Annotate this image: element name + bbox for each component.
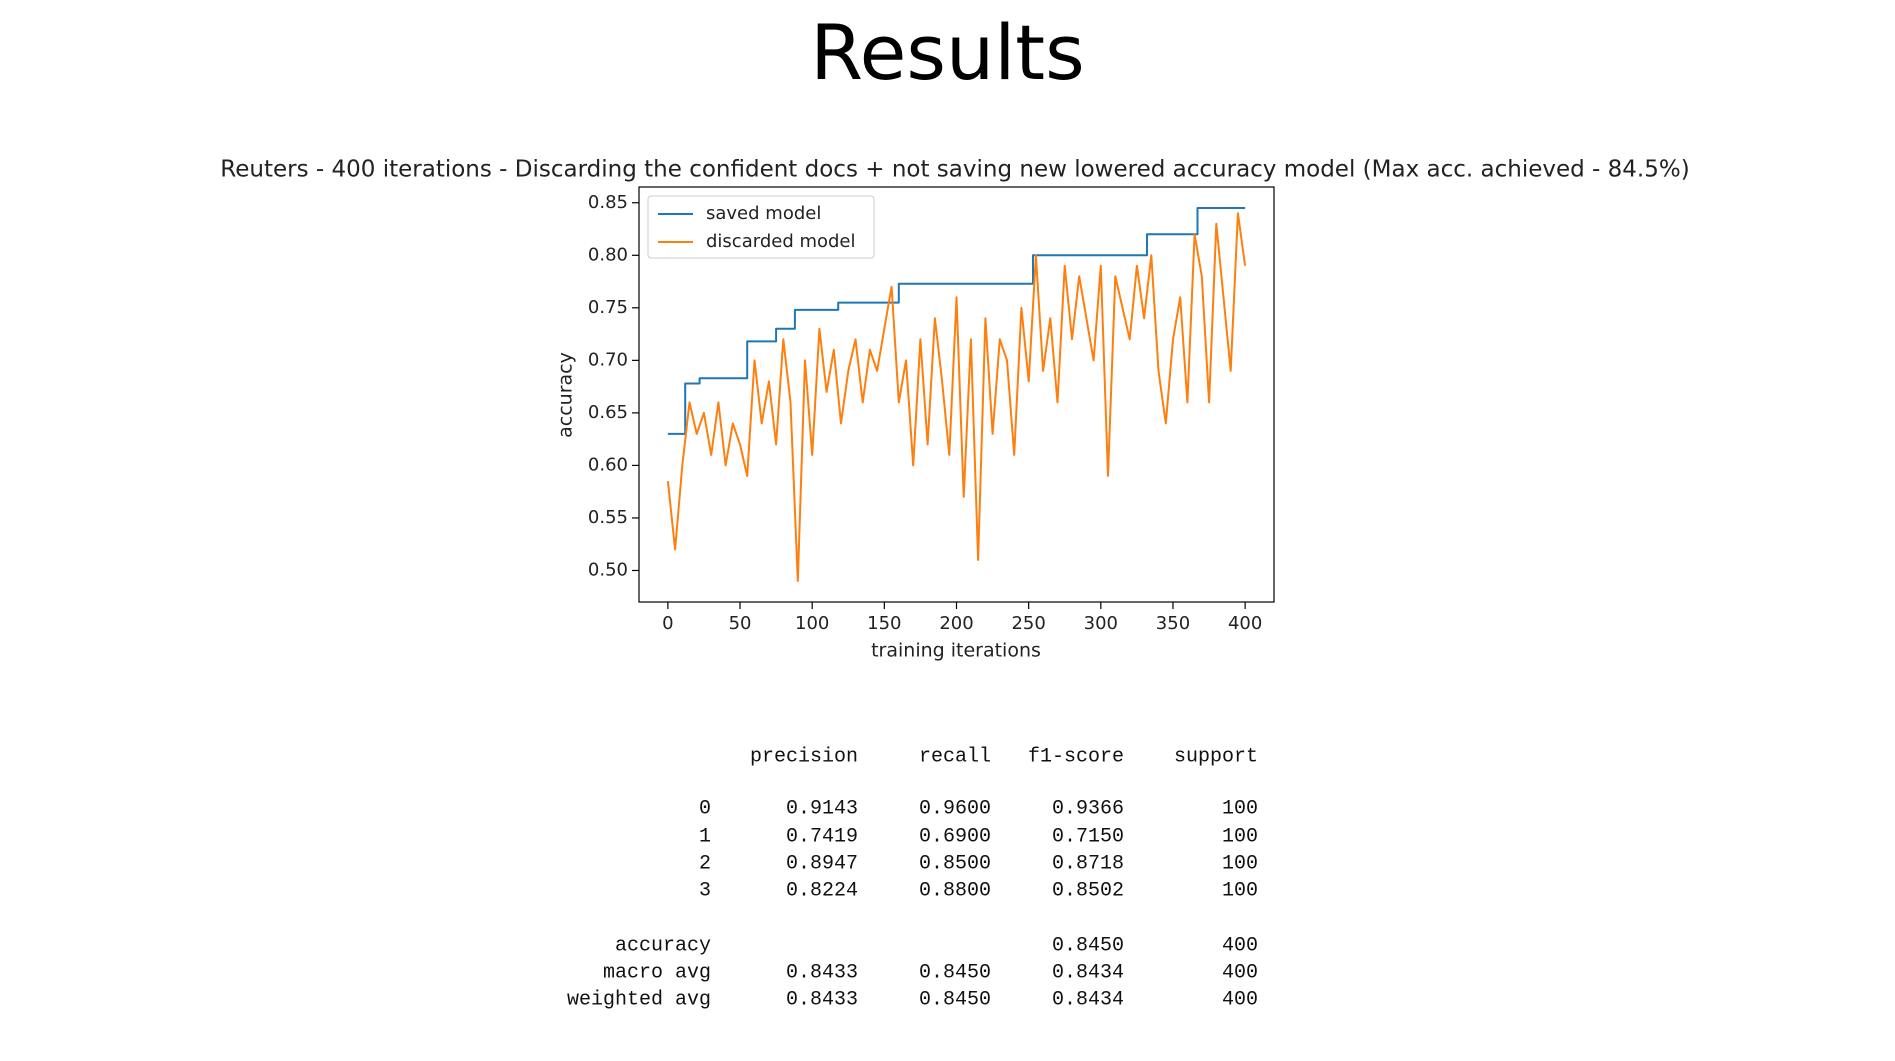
y-tick-label: 0.70 — [588, 349, 628, 370]
row-label: 1 — [699, 825, 711, 848]
table-cell: 0.8947 — [786, 852, 858, 875]
plot-frame — [638, 186, 1275, 603]
y-tick-label: 0.85 — [588, 192, 628, 213]
table-cell: 400 — [1222, 988, 1258, 1011]
table-cell: 0.8450 — [1052, 934, 1124, 957]
legend-box — [647, 195, 875, 259]
table-cell: 0.8502 — [1052, 879, 1124, 902]
slide-title: Results — [810, 8, 1085, 97]
table-cell: 100 — [1222, 825, 1258, 848]
x-tick-label: 100 — [795, 613, 829, 634]
x-tick-label: 300 — [1084, 613, 1118, 634]
x-tick-label: 400 — [1228, 613, 1262, 634]
table-cell: 0.7419 — [786, 825, 858, 848]
y-tick-label: 0.65 — [588, 402, 628, 423]
x-tick-label: 50 — [729, 613, 752, 634]
table-cell: 400 — [1222, 961, 1258, 984]
row-label: accuracy — [615, 934, 711, 957]
table-cell: 0.8500 — [919, 852, 991, 875]
table-cell: 0.8800 — [919, 879, 991, 902]
table-cell: 0.7150 — [1052, 825, 1124, 848]
table-cell: 0.6900 — [919, 825, 991, 848]
table-cell: 0.9143 — [786, 797, 858, 820]
x-axis-label: training iterations — [871, 640, 1041, 662]
row-label: 3 — [699, 879, 711, 902]
series-line — [667, 207, 1246, 435]
series-line — [666, 212, 1247, 582]
row-label: 2 — [699, 852, 711, 875]
table-cell: 0.8450 — [919, 961, 991, 984]
table-header: recall — [919, 745, 991, 768]
legend-label: saved model — [706, 203, 821, 224]
row-label: macro avg — [603, 961, 711, 984]
x-tick-label: 350 — [1156, 613, 1190, 634]
table-cell: 0.8434 — [1052, 961, 1124, 984]
table-cell: 400 — [1222, 934, 1258, 957]
table-cell: 100 — [1222, 797, 1258, 820]
table-cell: 0.9366 — [1052, 797, 1124, 820]
row-label: weighted avg — [567, 988, 711, 1011]
y-tick-label: 0.75 — [588, 297, 628, 318]
table-cell: 0.8433 — [786, 961, 858, 984]
x-tick-label: 150 — [867, 613, 901, 634]
table-header: support — [1174, 745, 1258, 768]
y-tick-label: 0.80 — [588, 244, 628, 265]
table-cell: 100 — [1222, 879, 1258, 902]
y-axis-label: accuracy — [555, 352, 577, 438]
table-header: precision — [750, 745, 858, 768]
x-tick-label: 200 — [939, 613, 973, 634]
chart-title: Reuters - 400 iterations - Discarding th… — [220, 157, 1689, 183]
table-cell: 0.8433 — [786, 988, 858, 1011]
table-cell: 0.8224 — [786, 879, 858, 902]
y-tick-label: 0.55 — [588, 507, 628, 528]
table-cell: 0.8434 — [1052, 988, 1124, 1011]
x-tick-label: 0 — [662, 613, 673, 634]
table-cell: 0.8450 — [919, 988, 991, 1011]
x-tick-label: 250 — [1011, 613, 1045, 634]
y-tick-label: 0.60 — [588, 454, 628, 475]
table-header: f1-score — [1028, 745, 1124, 768]
table-cell: 0.9600 — [919, 797, 991, 820]
table-cell: 0.8718 — [1052, 852, 1124, 875]
legend-label: discarded model — [706, 231, 856, 252]
row-label: 0 — [699, 797, 711, 820]
table-cell: 100 — [1222, 852, 1258, 875]
y-tick-label: 0.50 — [588, 559, 628, 580]
